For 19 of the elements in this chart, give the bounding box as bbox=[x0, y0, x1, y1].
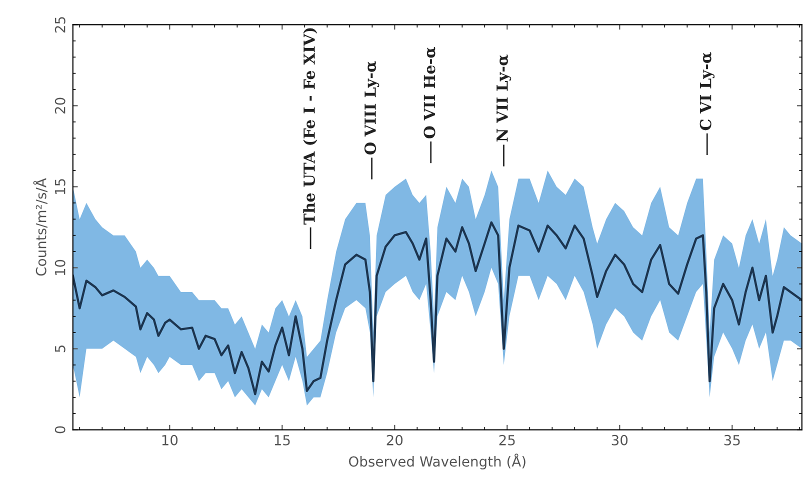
annotation: N VII Ly-α bbox=[496, 54, 512, 142]
annotation: O VII He-α bbox=[424, 46, 436, 138]
x-tick-label: 30 bbox=[612, 434, 628, 446]
y-tick-label: 10 bbox=[54, 260, 66, 276]
y-tick-label: 5 bbox=[55, 346, 66, 352]
y-tick-label: 25 bbox=[54, 17, 66, 33]
y-tick-label: 20 bbox=[54, 98, 66, 114]
y-tick-label: 15 bbox=[55, 179, 66, 194]
annotation: The UTA (Fe I - Fe XIV) bbox=[303, 28, 318, 225]
x-tick-label: 15 bbox=[274, 435, 290, 446]
x-tick-label: 35 bbox=[724, 434, 740, 446]
y-axis-title: Counts/m²/s/Å bbox=[33, 178, 48, 276]
y-tick-label: 0 bbox=[54, 426, 66, 434]
annotation: O VIII Ly-α bbox=[364, 61, 380, 154]
x-tick-label: 10 bbox=[162, 434, 178, 446]
x-tick-label: 25 bbox=[499, 434, 515, 446]
x-axis-title: Observed Wavelength (Å) bbox=[348, 454, 526, 470]
x-tick-label: 20 bbox=[386, 434, 403, 446]
annotation: C VI Ly-α bbox=[700, 52, 715, 130]
